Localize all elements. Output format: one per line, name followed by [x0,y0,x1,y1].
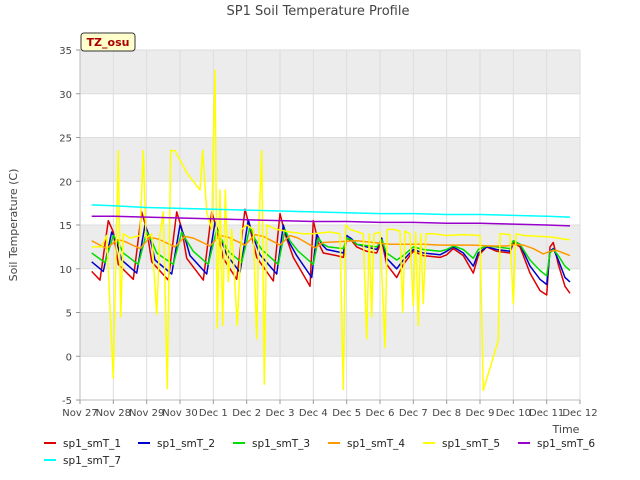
site-label: TZ_osu [87,36,130,49]
x-tick-label: Dec 2 [232,408,261,419]
series-line-sp1_smT_4 [91,233,571,257]
x-tick-label: Nov 27 [62,408,97,419]
series-line-sp1_smT_7 [91,204,571,218]
x-tick-label: Dec 7 [399,408,428,419]
legend-label-sp1_smT_1: sp1_smT_1 [63,438,121,450]
y-tick-label: 10 [59,265,72,276]
chart-title: SP1 Soil Temperature Profile [227,4,410,19]
x-tick-label: Dec 10 [496,408,531,419]
x-tick-label: Nov 28 [96,408,131,419]
y-tick-label: 30 [59,90,72,101]
x-tick-label: Dec 5 [332,408,361,419]
site-label-box [80,32,136,52]
x-tick-label: Dec 3 [266,408,295,419]
y-ticks: -5 0 5 10 15 20 25 30 35 [59,46,80,407]
site-label-badge: TZ_osu [80,32,136,52]
legend-label-sp1_smT_7: sp1_smT_7 [63,455,121,467]
x-tick-label: Dec 9 [466,408,495,419]
legend-label-sp1_smT_2: sp1_smT_2 [157,438,215,450]
plot-band [80,137,580,182]
legend-label-sp1_smT_3: sp1_smT_3 [252,438,310,450]
y-tick-label: 20 [59,177,72,188]
plot-band [80,312,580,357]
y-tick-label: 0 [66,352,72,363]
plot-band [80,50,580,94]
y-tick-label: 25 [59,134,72,145]
legend-label-sp1_smT_6: sp1_smT_6 [537,438,595,450]
x-tick-label: Dec 1 [199,408,228,419]
y-tick-label: 15 [59,221,72,232]
x-tick-label: Dec 4 [299,408,328,419]
y-tick-label: -5 [62,396,72,407]
legend-label-sp1_smT_5: sp1_smT_5 [442,438,500,450]
series-line-sp1_smT_1 [91,208,571,296]
x-axis-label: Time [552,423,580,436]
x-tick-label: Dec 6 [366,408,395,419]
x-tick-label: Dec 11 [529,408,564,419]
y-axis-label: Soil Temperature (C) [7,169,20,282]
x-tick-label: Dec 8 [432,408,461,419]
legend: sp1_smT_1 sp1_smT_2 sp1_smT_3 sp1_smT_4 sp1_… [44,438,595,467]
series-layer [91,69,571,392]
y-tick-label: 5 [66,309,72,320]
y-tick-label: 35 [59,46,72,57]
series-line-sp1_smT_5 [91,69,571,392]
x-tick-label: Nov 29 [129,408,164,419]
legend-label-sp1_smT_4: sp1_smT_4 [347,438,405,450]
x-tick-label: Nov 30 [162,408,197,419]
x-tick-label: Dec 12 [562,408,597,419]
series-line-sp1_smT_6 [91,215,571,227]
